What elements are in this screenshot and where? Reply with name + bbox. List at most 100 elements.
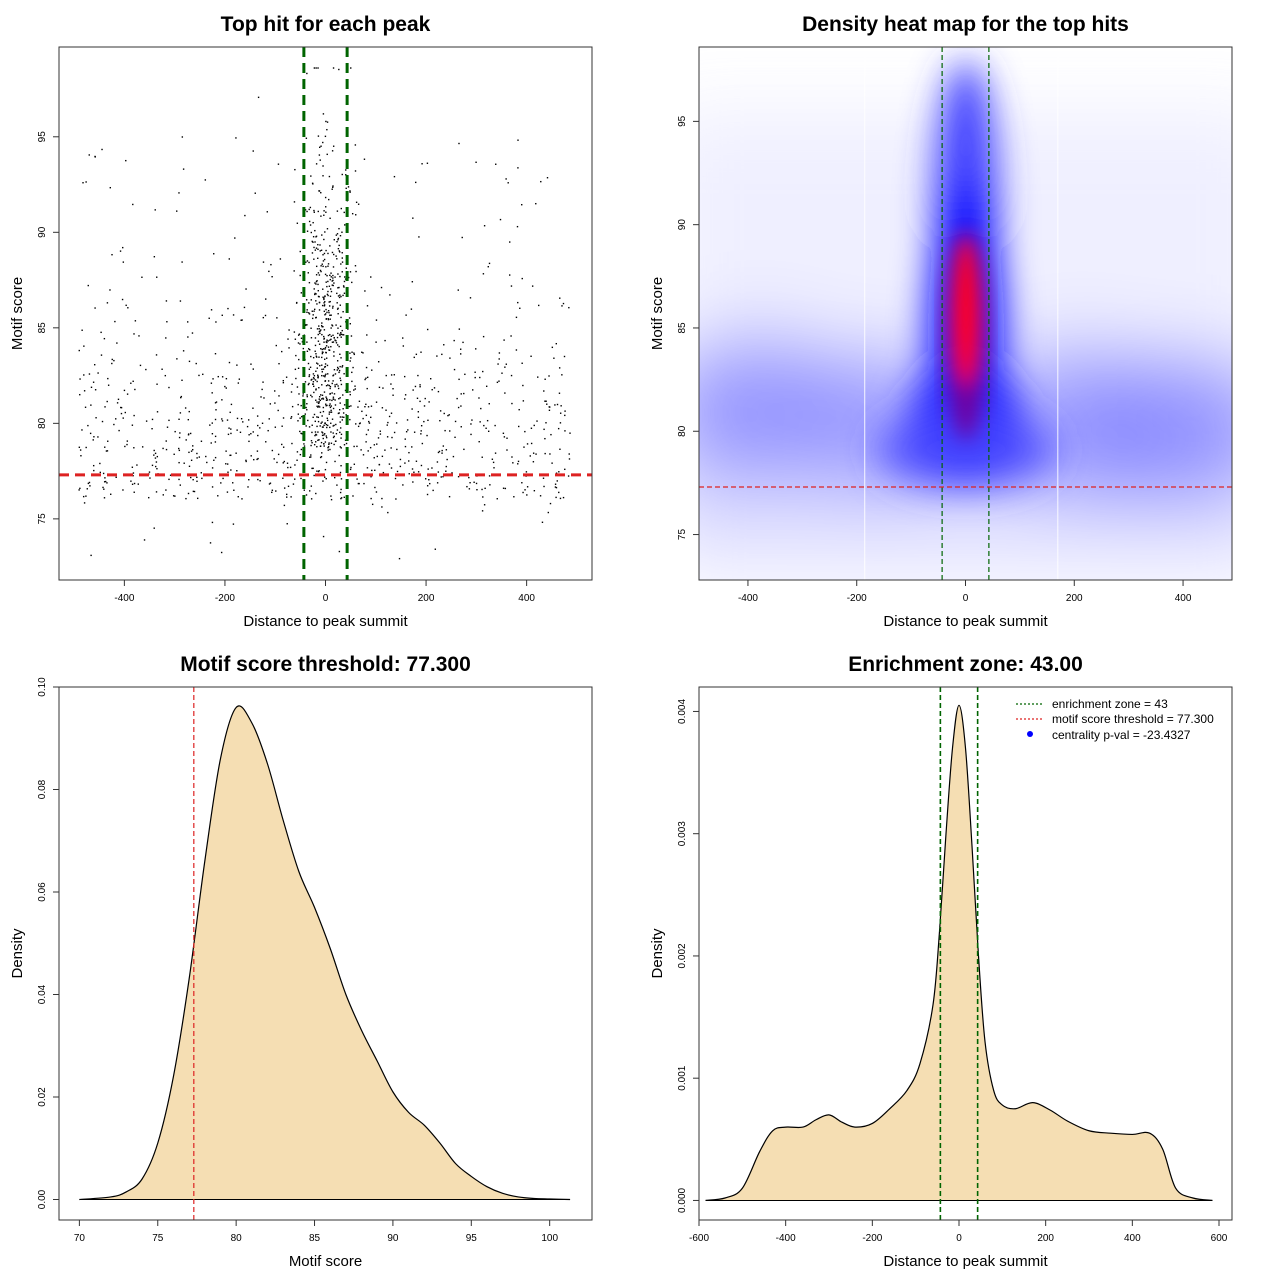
scatter-point bbox=[459, 353, 462, 355]
scatter-point bbox=[332, 436, 335, 439]
scatter-point bbox=[394, 477, 397, 480]
scatter-point bbox=[247, 486, 249, 488]
scatter-point bbox=[308, 220, 311, 223]
scatter-point bbox=[345, 174, 347, 176]
scatter-point bbox=[113, 423, 115, 426]
scatter-point bbox=[319, 244, 321, 246]
scatter-point bbox=[227, 307, 229, 310]
scatter-point bbox=[448, 495, 451, 498]
scatter-point bbox=[295, 377, 297, 380]
scatter-point bbox=[439, 410, 442, 412]
scatter-point bbox=[336, 369, 338, 371]
scatter-point bbox=[428, 479, 430, 481]
scatter-point bbox=[311, 442, 313, 444]
scatter-point bbox=[212, 378, 214, 380]
scatter-point bbox=[180, 395, 183, 398]
distance-density-plot-frame bbox=[698, 686, 1233, 1221]
scatter-point bbox=[569, 432, 571, 434]
scatter-point bbox=[318, 470, 320, 472]
scatter-point bbox=[314, 229, 316, 232]
scatter-point bbox=[376, 455, 378, 458]
scatter-point bbox=[314, 241, 316, 243]
scatter-point bbox=[334, 276, 336, 278]
scatter-point bbox=[317, 431, 319, 433]
scatter-point bbox=[220, 482, 222, 484]
scatter-point bbox=[305, 406, 307, 409]
scatter-point bbox=[488, 403, 490, 405]
scatter-point bbox=[340, 383, 343, 386]
scatter-point bbox=[306, 395, 308, 398]
scatter-point bbox=[329, 399, 331, 401]
scatter-point bbox=[271, 489, 274, 491]
scatter-point bbox=[535, 202, 537, 205]
scatter-point bbox=[327, 340, 329, 342]
scatter-point bbox=[305, 299, 308, 301]
scatter-point bbox=[315, 274, 318, 276]
scatter-point bbox=[134, 388, 136, 391]
heatmap-y-axis-label: Motif score bbox=[649, 277, 666, 350]
scatter-point bbox=[239, 431, 242, 434]
scatter-point bbox=[332, 284, 334, 287]
scatter-point bbox=[124, 411, 127, 414]
scatter-point bbox=[326, 339, 328, 341]
scatter-point bbox=[437, 390, 440, 393]
y-tick-label: 75 bbox=[37, 513, 48, 525]
scatter-point bbox=[347, 276, 350, 279]
scatter-point bbox=[296, 459, 298, 461]
scatter-point bbox=[188, 451, 190, 454]
scatter-point bbox=[324, 375, 326, 378]
scatter-point bbox=[268, 418, 270, 420]
scatter-point bbox=[338, 412, 340, 414]
scatter-point bbox=[332, 67, 335, 69]
scatter-point bbox=[325, 403, 327, 405]
scatter-point bbox=[460, 405, 462, 407]
scatter-point bbox=[470, 433, 472, 436]
scatter-point bbox=[375, 341, 377, 343]
scatter-point bbox=[426, 493, 429, 496]
scatter-point bbox=[433, 387, 436, 389]
scatter-point bbox=[105, 450, 108, 452]
scatter-point bbox=[343, 496, 345, 498]
scatter-point bbox=[339, 421, 341, 423]
scatter-point bbox=[321, 394, 324, 396]
scatter-point bbox=[106, 400, 108, 403]
scatter-point bbox=[471, 419, 473, 421]
scatter-point bbox=[319, 456, 322, 459]
scatter-point bbox=[478, 397, 480, 399]
scatter-point bbox=[338, 227, 340, 230]
scatter-point bbox=[334, 460, 336, 463]
scatter-point bbox=[321, 326, 323, 328]
scatter-point bbox=[333, 435, 335, 438]
scatter-point bbox=[431, 388, 433, 391]
scatter-point bbox=[334, 399, 336, 401]
scatter-point bbox=[449, 430, 451, 432]
scatter-point bbox=[306, 311, 308, 314]
scatter-point bbox=[310, 231, 313, 234]
scatter-point bbox=[354, 144, 357, 146]
scatter-point bbox=[327, 380, 330, 382]
scatter-point bbox=[315, 247, 318, 249]
legend-threshold-label: motif score threshold = 77.300 bbox=[1052, 712, 1214, 726]
scatter-point bbox=[88, 373, 91, 375]
scatter-point bbox=[319, 332, 321, 335]
scatter-point bbox=[365, 403, 367, 406]
scatter-point bbox=[327, 318, 330, 321]
scatter-point bbox=[331, 188, 333, 190]
scatter-point bbox=[355, 214, 357, 216]
scatter-point bbox=[221, 314, 223, 317]
scatter-point bbox=[314, 293, 316, 296]
scatter-point bbox=[314, 379, 317, 381]
y-tick-label: 85 bbox=[677, 322, 688, 334]
scatter-point bbox=[317, 363, 319, 365]
scatter-point bbox=[225, 387, 227, 389]
scatter-point bbox=[338, 345, 340, 348]
scatter-point bbox=[411, 281, 414, 283]
scatter-point bbox=[543, 485, 545, 488]
scatter-point bbox=[244, 214, 246, 217]
scatter-point bbox=[323, 434, 325, 436]
scatter-point bbox=[307, 362, 310, 365]
scatter-point bbox=[220, 551, 223, 554]
scatter-point bbox=[288, 329, 290, 331]
scatter-point bbox=[301, 433, 303, 435]
scatter-point bbox=[320, 441, 323, 444]
